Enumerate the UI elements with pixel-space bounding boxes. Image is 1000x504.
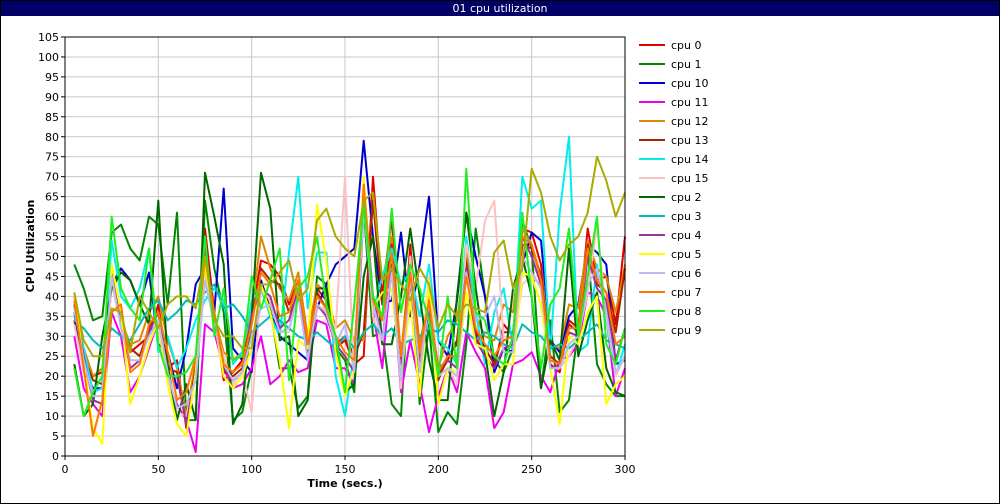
y-tick-label: 35: [45, 310, 59, 323]
y-tick-label: 105: [38, 31, 59, 44]
y-tick-label: 5: [52, 430, 59, 443]
y-tick-label: 55: [45, 231, 59, 244]
y-tick-label: 45: [45, 270, 59, 283]
y-tick-label: 60: [45, 211, 59, 224]
series-lines: [73, 135, 626, 453]
y-tick-label: 0: [52, 450, 59, 463]
y-tick-label: 10: [45, 410, 59, 423]
legend-label: cpu 15: [671, 172, 709, 185]
window-title: 01 cpu utilization: [1, 1, 999, 16]
y-tick-label: 85: [45, 111, 59, 124]
y-tick-label: 70: [45, 171, 59, 184]
legend-label: cpu 10: [671, 77, 709, 90]
x-tick-label: 300: [615, 463, 636, 476]
series-line-cpu-8: [73, 167, 626, 418]
y-tick-label: 80: [45, 131, 59, 144]
y-tick-label: 20: [45, 370, 59, 383]
legend-label: cpu 11: [671, 96, 709, 109]
x-tick-label: 0: [62, 463, 69, 476]
y-axis-label: CPU Utilization: [24, 200, 37, 293]
y-axis: 0 5 10 15 20 25 30 35 40 45 50 55 60 65 70 75 80 85 90 95 10…: [38, 31, 65, 463]
legend-label: cpu 5: [671, 248, 702, 261]
legend-label: cpu 1: [671, 58, 702, 71]
y-tick-label: 25: [45, 350, 59, 363]
plot-border: [64, 36, 626, 457]
legend: cpu 0 cpu 1 cpu 10 cpu 11 cpu 12 cpu 13 cpu 14…: [639, 39, 709, 337]
legend-label: cpu 0: [671, 39, 702, 52]
x-tick-label: 250: [521, 463, 542, 476]
y-tick-label: 75: [45, 151, 59, 164]
x-tick-label: 100: [241, 463, 262, 476]
x-tick-label: 150: [335, 463, 356, 476]
x-axis-label: Time (secs.): [307, 477, 382, 490]
legend-label: cpu 12: [671, 115, 709, 128]
x-tick-label: 200: [428, 463, 449, 476]
legend-label: cpu 3: [671, 210, 702, 223]
y-tick-label: 95: [45, 71, 59, 84]
y-tick-label: 50: [45, 250, 59, 263]
y-tick-label: 65: [45, 191, 59, 204]
chart: 0 5 10 15 20 25 30 35 40 45 50 55 60 65 70 75 80 85 90 95 10…: [24, 31, 709, 490]
legend-label: cpu 4: [671, 229, 702, 242]
y-tick-label: 15: [45, 390, 59, 403]
legend-label: cpu 6: [671, 267, 702, 280]
x-tick-label: 50: [151, 463, 165, 476]
y-tick-label: 90: [45, 91, 59, 104]
legend-label: cpu 14: [671, 153, 709, 166]
y-tick-label: 40: [45, 290, 59, 303]
x-axis: 0 50 100 150 200 250 300: [62, 456, 636, 476]
y-tick-label: 100: [38, 51, 59, 64]
legend-label: cpu 9: [671, 324, 702, 337]
legend-label: cpu 8: [671, 305, 702, 318]
y-tick-label: 30: [45, 330, 59, 343]
series-line-cpu-9: [73, 155, 626, 358]
legend-label: cpu 2: [671, 191, 702, 204]
legend-label: cpu 13: [671, 134, 709, 147]
legend-label: cpu 7: [671, 286, 702, 299]
